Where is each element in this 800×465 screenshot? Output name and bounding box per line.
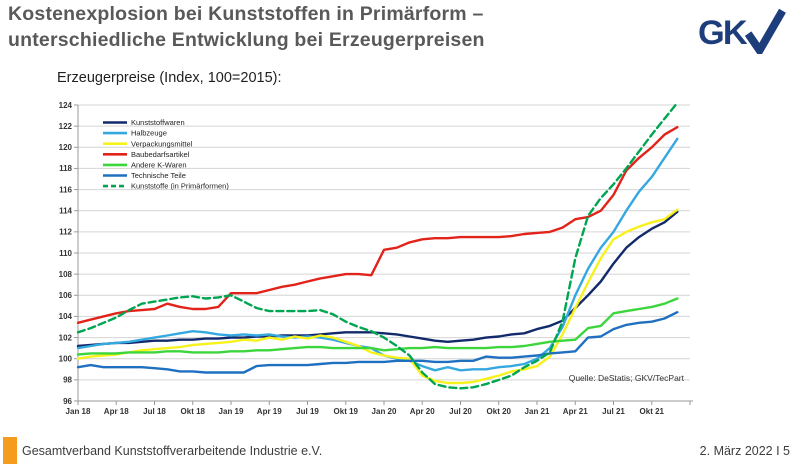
x-tick-label: Apr 19 [257,407,282,416]
footer-accent-bar [3,437,17,464]
x-tick-label: Jan 20 [372,407,397,416]
y-tick-label: 110 [59,249,72,258]
x-tick-label: Okt 20 [487,407,512,416]
series-line-halbzeuge [76,137,679,372]
y-tick-label: 108 [59,270,73,279]
gkv-logo: GK [698,8,786,54]
x-tick-label: Jul 20 [449,407,472,416]
y-tick-label: 102 [59,333,73,342]
y-tick-label: 98 [63,376,72,385]
page-title-line2: unterschiedliche Entwicklung bei Erzeuge… [8,28,485,51]
y-tick-label: 124 [59,101,73,110]
x-tick-label: Apr 18 [104,407,129,416]
legend-label: Technische Teile [131,171,186,180]
gkv-logo-check-icon [744,8,786,54]
source-note: Quelle: DeStatis; GKV/TecPart [569,373,685,383]
legend-label: Verpackungsmittel [131,139,193,148]
y-tick-label: 104 [59,312,73,321]
series-line-technische-teile [76,310,679,374]
footer-date-page: 2. März 2022 I 5 [699,444,790,458]
legend-label: Baubedarfsartikel [131,150,190,159]
x-tick-label: Jan 18 [66,407,91,416]
x-tick-label: Jan 19 [219,407,244,416]
series-line-kunststoffe-in-prim-rformen- [76,101,679,390]
x-tick-label: Okt 19 [334,407,359,416]
y-tick-label: 112 [59,228,72,237]
legend-label: Kunststoffe (in Primärformen) [131,182,229,191]
page-title-line1: Kostenexplosion bei Kunststoffen in Prim… [8,3,484,25]
page-title: Kostenexplosion bei Kunststoffen in Prim… [8,2,485,53]
legend-label: Kunststoffwaren [131,118,185,127]
series-line-andere-k-waren [76,297,679,356]
chart-title: Erzeugerpreise (Index, 100=2015): [57,70,282,86]
y-tick-label: 120 [59,143,73,152]
x-tick-label: Jul 21 [602,407,625,416]
line-chart: 96 98 100 102 104 106 108 110 112 114 116 118 120 122… [59,101,693,416]
x-tick-label: Jul 18 [143,407,166,416]
x-tick-label: Jan 21 [525,407,550,416]
y-tick-label: 116 [59,185,72,194]
y-tick-label: 100 [59,355,73,364]
y-tick-label: 106 [59,291,73,300]
y-tick-label: 118 [59,164,72,173]
x-tick-label: Apr 20 [410,407,435,416]
x-tick-label: Okt 18 [181,407,206,416]
footer-organization: Gesamtverband Kunststoffverarbeitende In… [22,444,323,458]
x-tick-label: Okt 21 [640,407,665,416]
series-line-baubedarfsartikel [76,126,679,325]
x-tick-label: Jul 19 [296,407,319,416]
gkv-logo-text: GK [698,14,748,52]
legend-label: Andere K-Waren [131,161,187,170]
y-tick-label: 122 [59,122,73,131]
x-tick-label: Apr 21 [563,407,588,416]
y-tick-label: 114 [59,207,72,216]
legend-label: Halbzeuge [131,129,167,138]
series-line-verpackungsmittel [76,208,679,385]
y-tick-label: 96 [63,397,72,406]
